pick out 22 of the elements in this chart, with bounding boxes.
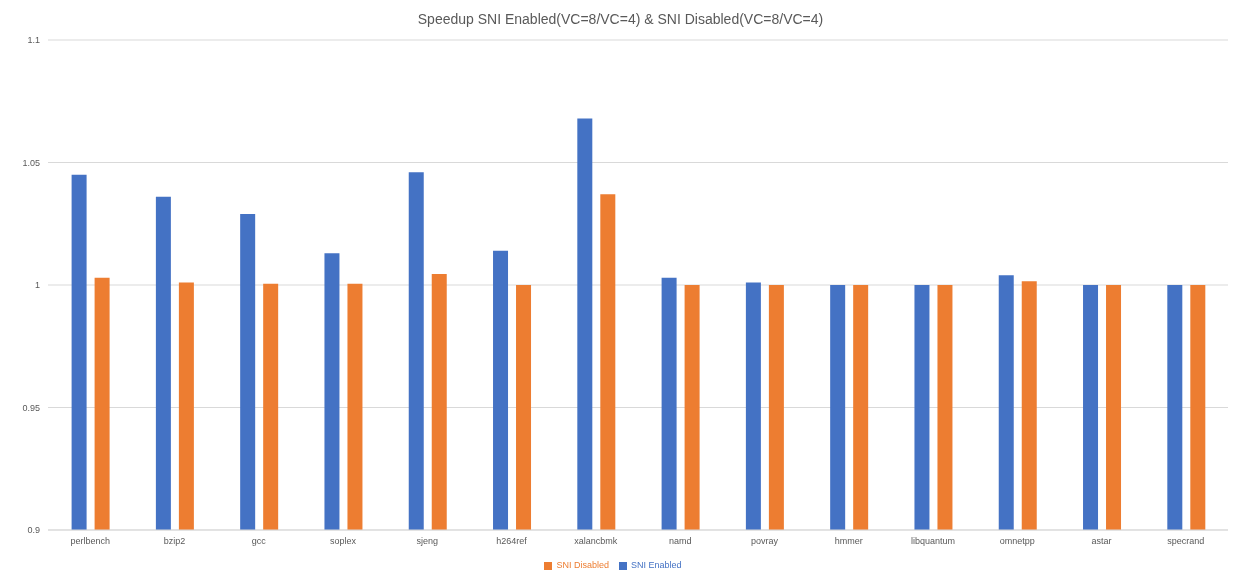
x-tick-label: perlbench <box>70 536 110 547</box>
x-tick-label: povray <box>750 536 779 547</box>
legend-label: SNI Enabled <box>630 560 682 570</box>
x-tick-label: soplex <box>329 536 357 547</box>
y-tick-label: 0.9 <box>27 525 40 536</box>
x-tick-label: astar <box>1091 536 1112 547</box>
x-tick-label: libquantum <box>910 536 956 547</box>
x-tick-label: gcc <box>251 536 267 547</box>
x-tick-label: bzip2 <box>163 536 186 547</box>
legend-label: SNI Disabled <box>556 560 609 570</box>
x-tick-label: specrand <box>1167 536 1205 547</box>
x-tick-label: namd <box>668 536 692 547</box>
x-tick-label: h264ref <box>496 536 528 547</box>
x-tick-label: hmmer <box>834 536 863 547</box>
y-tick-label: 1 <box>34 280 40 291</box>
x-tick-label: omnetpp <box>999 536 1035 547</box>
y-tick-label: 1.05 <box>22 157 40 168</box>
y-tick-label: 0.95 <box>22 402 40 413</box>
x-tick-label: sjeng <box>416 536 439 547</box>
x-tick-label: xalancbmk <box>574 536 618 547</box>
chart-title: Speedup SNI Enabled(VC=8/VC=4) & SNI Disabled(VC=8/VC=4) <box>416 10 825 29</box>
y-tick-label: 1.1 <box>27 35 40 46</box>
